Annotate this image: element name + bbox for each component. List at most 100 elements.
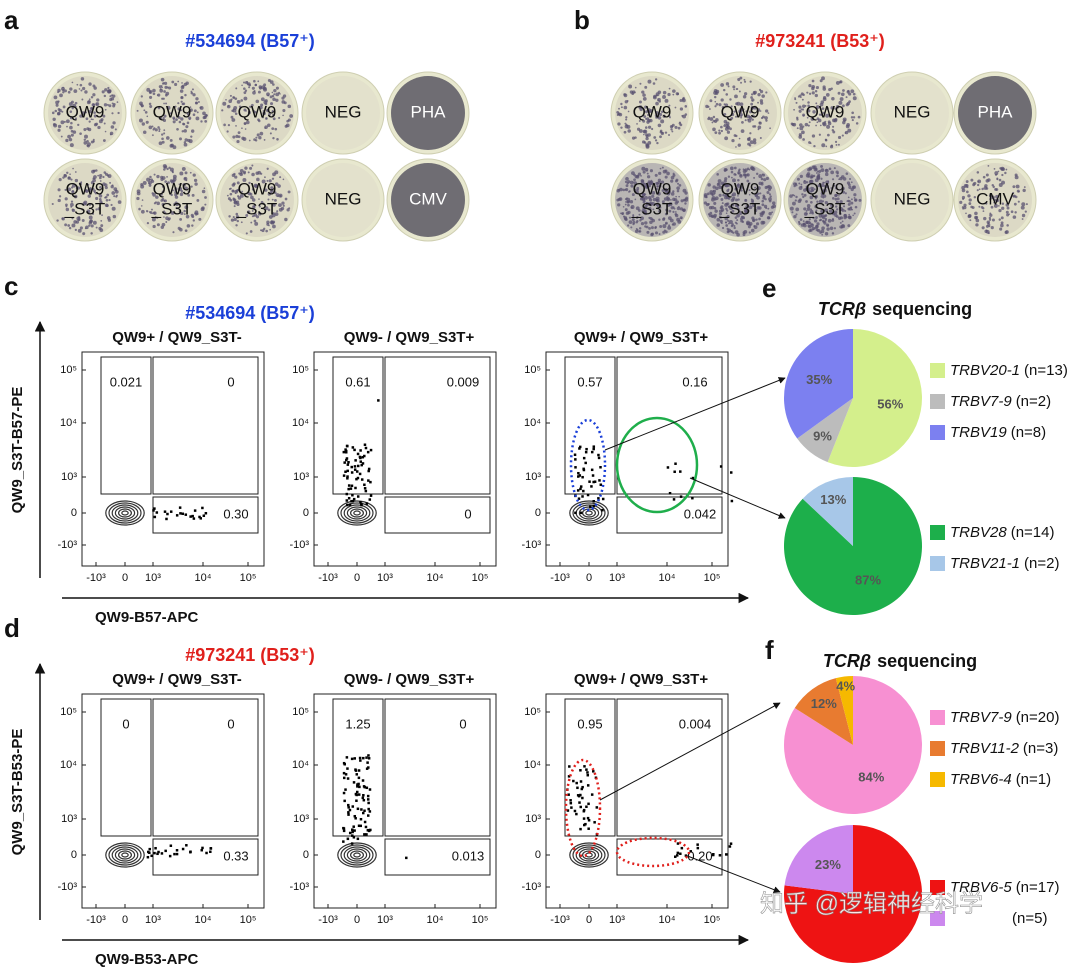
spot xyxy=(985,187,989,190)
event-dot xyxy=(147,850,150,854)
y-tick-label: -10³ xyxy=(57,881,77,893)
spot xyxy=(272,172,276,177)
spot xyxy=(284,217,288,222)
y-tick-label: 10⁵ xyxy=(60,706,77,718)
spot xyxy=(284,197,288,201)
spot xyxy=(99,186,102,189)
spot xyxy=(798,186,803,190)
spot xyxy=(261,85,266,90)
event-dot xyxy=(350,484,354,488)
contour xyxy=(343,504,371,522)
spot xyxy=(752,219,755,223)
spot xyxy=(671,130,674,133)
spot xyxy=(851,118,854,122)
spot xyxy=(750,166,755,171)
spot xyxy=(806,207,811,211)
spot xyxy=(825,184,829,189)
spot xyxy=(643,209,647,213)
spot xyxy=(821,219,825,223)
legend-label: TRBV7-9 (n=20) xyxy=(950,709,1059,726)
spot xyxy=(749,140,754,145)
event-dot xyxy=(569,799,572,802)
spot xyxy=(104,183,108,187)
spot xyxy=(97,125,101,130)
spot xyxy=(177,111,180,114)
spot xyxy=(766,216,771,220)
spot xyxy=(111,112,114,115)
spot xyxy=(768,197,772,202)
spot xyxy=(759,90,764,94)
event-dot xyxy=(342,826,345,830)
spot xyxy=(639,82,642,85)
spot xyxy=(93,169,95,172)
spot xyxy=(90,224,94,228)
spot xyxy=(235,212,239,216)
spot xyxy=(723,113,727,116)
gate-value: 0.16 xyxy=(682,374,707,389)
spot xyxy=(753,141,757,145)
spot xyxy=(807,104,810,107)
spot xyxy=(721,226,725,230)
spot xyxy=(847,207,851,211)
spot xyxy=(636,219,639,223)
spot xyxy=(761,94,765,98)
legend-count: (n=14) xyxy=(1011,524,1055,541)
spot xyxy=(837,143,840,146)
event-dot xyxy=(590,485,593,488)
spot xyxy=(58,178,62,182)
spot xyxy=(185,81,189,85)
event-dot xyxy=(577,471,580,475)
spot xyxy=(176,192,179,195)
spot xyxy=(188,139,193,144)
spot xyxy=(226,130,229,133)
spot xyxy=(251,209,254,212)
spot xyxy=(730,230,734,233)
spot xyxy=(260,229,262,232)
spot xyxy=(148,125,153,130)
spot xyxy=(70,133,74,137)
spot xyxy=(245,232,248,235)
spot xyxy=(204,203,207,206)
spot xyxy=(253,183,258,188)
spot xyxy=(821,107,825,110)
spot xyxy=(92,93,96,97)
spot xyxy=(226,194,229,197)
spot xyxy=(184,205,189,210)
gate-value: 0 xyxy=(459,716,466,731)
event-dot xyxy=(674,855,677,858)
spot xyxy=(740,217,743,221)
spot xyxy=(276,138,279,141)
event-dot xyxy=(566,809,570,812)
spot xyxy=(798,109,802,113)
spot xyxy=(977,180,980,183)
event-dot xyxy=(346,777,350,780)
event-dot xyxy=(346,463,350,466)
spot xyxy=(83,140,88,145)
spot xyxy=(988,225,991,228)
spot xyxy=(54,109,58,113)
spot xyxy=(163,90,166,93)
spot xyxy=(647,140,652,145)
event-dot xyxy=(585,447,588,451)
spot xyxy=(682,209,685,212)
spot xyxy=(149,91,152,94)
spot xyxy=(65,207,70,212)
event-dot xyxy=(353,468,357,471)
spot xyxy=(264,176,266,179)
event-dot xyxy=(178,506,182,509)
event-dot xyxy=(672,498,676,501)
spot xyxy=(808,224,812,229)
event-dot xyxy=(343,461,346,464)
event-dot xyxy=(364,489,368,493)
spot xyxy=(164,85,168,89)
event-dot xyxy=(597,453,600,457)
spot xyxy=(820,168,825,173)
panel-label: e xyxy=(762,273,776,303)
spot xyxy=(736,184,739,187)
spot xyxy=(732,196,736,200)
spot xyxy=(839,200,843,204)
spot xyxy=(267,208,271,212)
spot xyxy=(815,124,817,127)
spot xyxy=(968,202,972,205)
spot xyxy=(146,222,150,225)
